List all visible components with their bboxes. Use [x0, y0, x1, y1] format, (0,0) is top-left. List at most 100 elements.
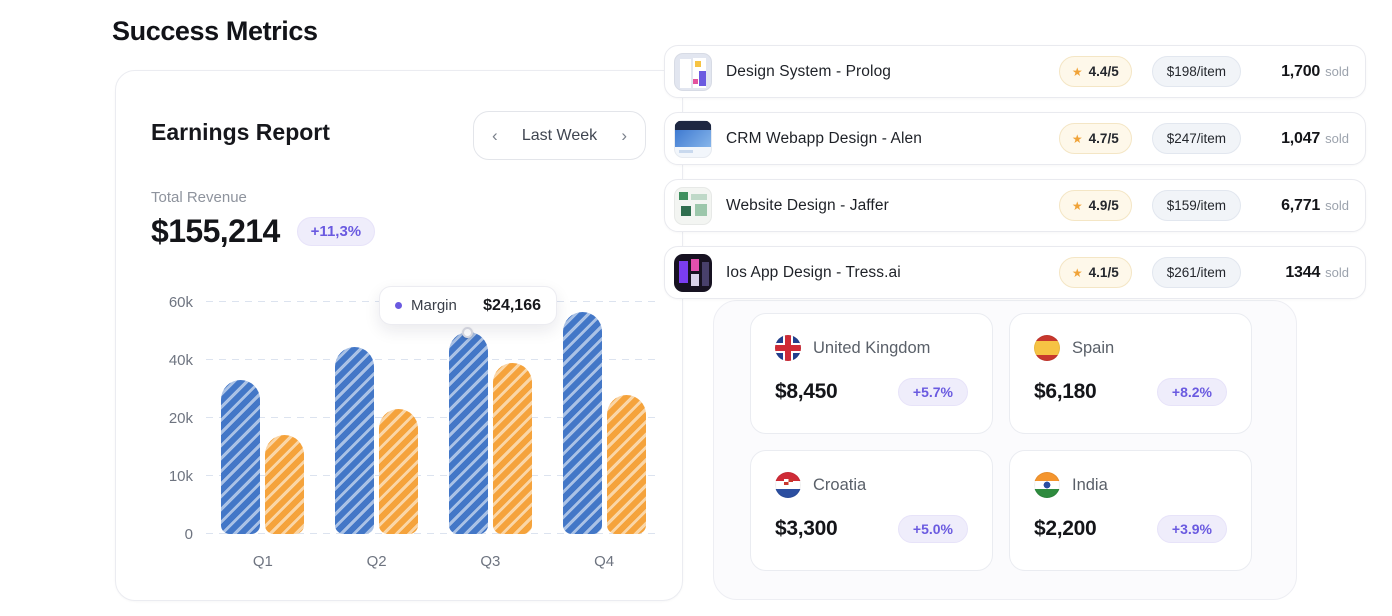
star-icon: ★	[1071, 265, 1083, 280]
bar-group-q2	[335, 347, 419, 534]
sold-label: sold	[1325, 130, 1349, 146]
country-card-spain: Spain $6,180 +8.2%	[1009, 313, 1252, 434]
rating-badge: ★ 4.4/5	[1058, 56, 1132, 87]
page-title: Success Metrics	[112, 16, 318, 46]
period-label: Last Week	[521, 126, 598, 144]
price-badge: $159/item	[1151, 190, 1241, 221]
price-badge: $247/item	[1151, 123, 1241, 154]
y-axis-tick-label: 60k	[168, 294, 193, 311]
grid-line	[206, 417, 661, 418]
product-row-design-system[interactable]: Design System - Prolog ★ 4.4/5 $198/item…	[664, 45, 1366, 98]
x-axis-tick-label: Q4	[594, 553, 615, 570]
grid-line	[206, 359, 661, 360]
total-revenue-value: $155,214	[151, 213, 280, 249]
chevron-right-icon[interactable]: ›	[621, 126, 627, 145]
price-badge: $198/item	[1151, 56, 1241, 87]
country-name: United Kingdom	[813, 338, 931, 357]
rating-value: 4.4/5	[1088, 64, 1119, 79]
bar-margin-q3[interactable]	[492, 363, 532, 534]
bar-margin-q2[interactable]	[379, 409, 419, 534]
margin-series-dot-icon	[395, 302, 402, 309]
product-title: Ios App Design - Tress.ai	[726, 263, 901, 281]
rating-value: 4.7/5	[1088, 131, 1119, 146]
star-icon: ★	[1071, 64, 1083, 79]
y-axis-tick-label: 10k	[168, 468, 193, 485]
sold-count: 6,771	[1281, 196, 1321, 214]
product-title: CRM Webapp Design - Alen	[726, 129, 922, 147]
countries-panel: United Kingdom $8,450 +5.7% Spain $6,180…	[713, 300, 1297, 600]
grid-line	[206, 533, 661, 534]
bar-revenue-q2[interactable]	[335, 347, 375, 534]
country-revenue-value: $8,450	[775, 380, 838, 403]
star-icon: ★	[1071, 198, 1083, 213]
sold-stat: 1344 sold	[1259, 264, 1349, 282]
sold-stat: 1,700 sold	[1259, 63, 1349, 81]
spain-flag-icon	[1034, 335, 1060, 361]
chart-x-labels: Q1 Q2 Q3 Q4	[206, 553, 661, 570]
rating-badge: ★ 4.9/5	[1058, 190, 1132, 221]
product-row-crm-webapp[interactable]: CRM Webapp Design - Alen ★ 4.7/5 $247/it…	[664, 112, 1366, 165]
chart-plot	[206, 302, 661, 534]
star-icon: ★	[1071, 131, 1083, 146]
y-axis-tick-label: 40k	[168, 352, 193, 369]
earnings-report-card: Earnings Report ‹ Last Week › Total Reve…	[115, 70, 683, 601]
grid-line	[206, 475, 661, 476]
sold-stat: 1,047 sold	[1259, 130, 1349, 148]
y-axis-tick-label: 0	[184, 526, 193, 543]
country-change-badge: +3.9%	[1156, 515, 1227, 543]
sold-count: 1,047	[1281, 129, 1321, 147]
bar-group-q4	[562, 312, 646, 534]
bar-group-q3	[448, 332, 532, 534]
bar-revenue-q1[interactable]	[221, 380, 261, 534]
rating-value: 4.1/5	[1088, 265, 1119, 280]
sold-label: sold	[1325, 264, 1349, 280]
sold-label: sold	[1325, 63, 1349, 79]
sold-label: sold	[1325, 197, 1349, 213]
x-axis-tick-label: Q2	[366, 553, 387, 570]
country-name: India	[1072, 475, 1108, 494]
bar-revenue-q4[interactable]	[562, 312, 602, 534]
total-revenue-label: Total Revenue	[151, 189, 247, 206]
country-card-india: India $2,200 +3.9%	[1009, 450, 1252, 571]
product-row-ios-app[interactable]: Ios App Design - Tress.ai ★ 4.1/5 $261/i…	[664, 246, 1366, 299]
y-axis-tick-label: 20k	[168, 410, 193, 427]
bar-margin-q4[interactable]	[606, 395, 646, 534]
total-revenue-row: $155,214 +11,3%	[151, 213, 376, 250]
x-axis-tick-label: Q3	[480, 553, 501, 570]
chart-tooltip: Margin $24,166	[379, 286, 557, 325]
product-row-website-design[interactable]: Website Design - Jaffer ★ 4.9/5 $159/ite…	[664, 179, 1366, 232]
chevron-left-icon[interactable]: ‹	[492, 126, 498, 145]
country-card-united-kingdom: United Kingdom $8,450 +5.7%	[750, 313, 993, 434]
uk-flag-icon	[775, 335, 801, 361]
tooltip-value: $24,166	[483, 296, 541, 314]
tooltip-anchor-dot	[462, 327, 473, 338]
x-axis-tick-label: Q1	[252, 553, 273, 570]
product-title: Website Design - Jaffer	[726, 196, 889, 214]
country-card-croatia: Croatia $3,300 +5.0%	[750, 450, 993, 571]
country-revenue-value: $3,300	[775, 517, 838, 540]
earnings-report-title: Earnings Report	[151, 119, 330, 145]
period-selector[interactable]: ‹ Last Week ›	[473, 111, 646, 160]
country-revenue-value: $6,180	[1034, 380, 1097, 403]
rating-value: 4.9/5	[1088, 198, 1119, 213]
country-change-badge: +5.0%	[897, 515, 968, 543]
india-flag-icon	[1034, 472, 1060, 498]
country-name: Croatia	[813, 475, 867, 494]
earnings-bar-chart: 0 10k 20k 40k 60k Q1 Q2 Q3 Q4 Margin $24,166	[151, 286, 663, 582]
country-revenue-value: $2,200	[1034, 517, 1097, 540]
revenue-change-badge: +11,3%	[296, 217, 376, 246]
bar-revenue-q3[interactable]	[448, 332, 488, 534]
croatia-flag-icon	[775, 472, 801, 498]
sold-count: 1344	[1285, 263, 1321, 281]
bar-margin-q1[interactable]	[265, 435, 305, 534]
bar-group-q1	[221, 380, 305, 534]
ios-app-thumbnail	[674, 253, 712, 292]
country-change-badge: +5.7%	[897, 378, 968, 406]
price-badge: $261/item	[1151, 257, 1241, 288]
crm-webapp-thumbnail	[674, 119, 712, 158]
rating-badge: ★ 4.7/5	[1058, 123, 1132, 154]
country-change-badge: +8.2%	[1156, 378, 1227, 406]
product-title: Design System - Prolog	[726, 62, 892, 80]
sold-stat: 6,771 sold	[1259, 197, 1349, 215]
design-system-thumbnail	[674, 52, 712, 91]
